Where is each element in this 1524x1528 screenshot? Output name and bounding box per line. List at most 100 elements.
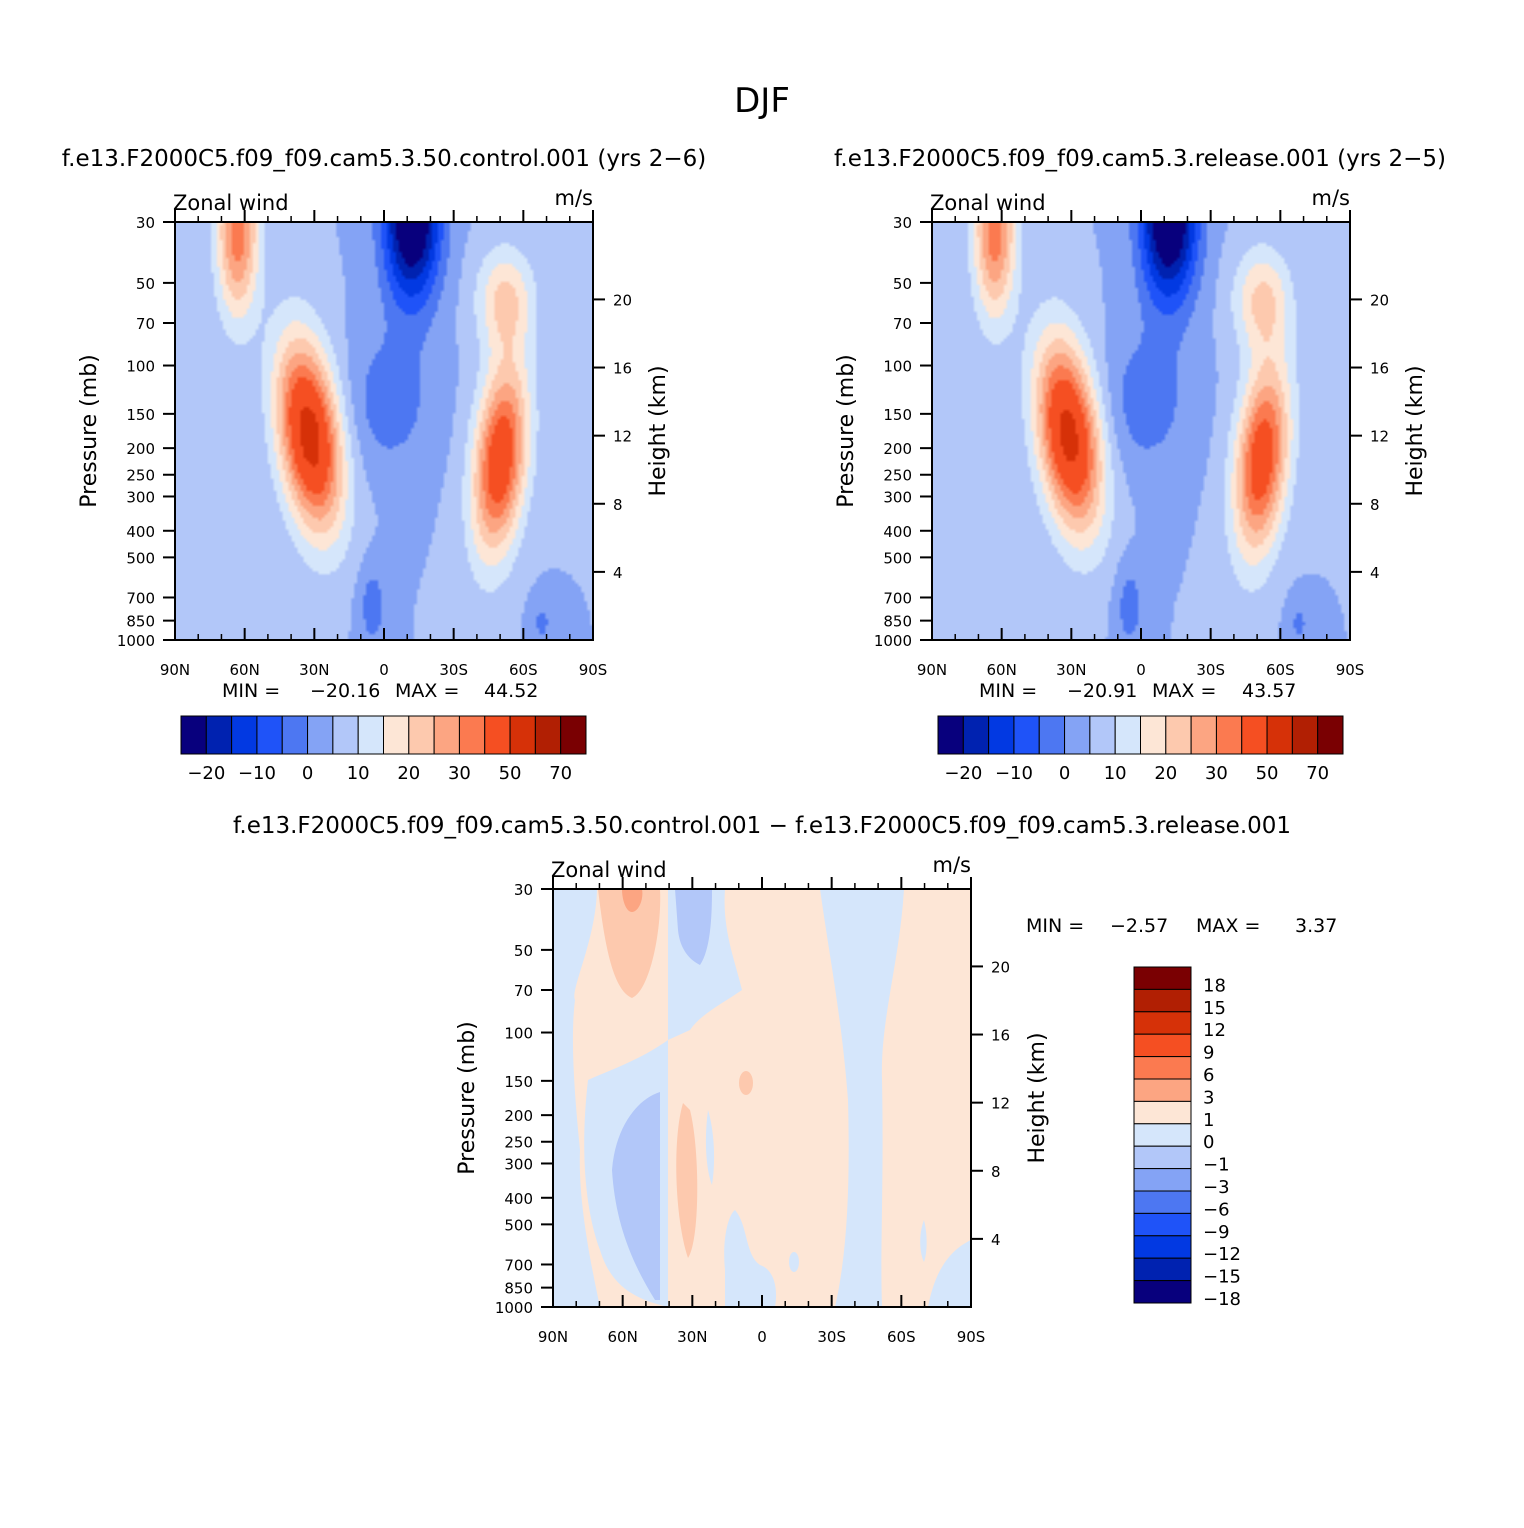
colorbar-swatch [1013,715,1040,755]
y-tick-label: 850 [126,613,155,631]
axes-difference: 90N 60N 30N 0 30S 60S 90S 30 50 70 100 150 200 250 300… [495,877,1010,1346]
colorbar-label: 10 [1104,763,1127,784]
y-tick-label: 300 [504,1155,533,1173]
y-tick-label: 50 [893,275,912,293]
colorbar-swatch [256,715,283,755]
axes-control: 90N 60N 30N 0 30S 60S 90S 30 50 70 100 150 200 250 300… [117,210,632,679]
max-label-difference: MAX = [1196,915,1260,937]
colorbar-label: 9 [1203,1043,1214,1064]
y-tick-label: 1000 [874,632,912,650]
colorbar-label: −9 [1203,1222,1230,1243]
colorbar-swatch [231,715,258,755]
diff-region-negative-streak [705,1110,715,1185]
axes-release: 90N 60N 30N 0 30S 60S 90S 30 50 70 100 150 200 250 300… [874,210,1389,679]
y-tick-label: 200 [504,1107,533,1125]
y-tick-label: 850 [883,613,912,631]
colorbar-swatch [1241,715,1268,755]
x-tick-label: 0 [757,1328,767,1346]
colorbar-swatch [560,715,587,755]
contour-field-release [932,222,1350,640]
colorbar-label: 50 [1256,763,1279,784]
x-tick-label: 90N [538,1328,568,1346]
y-tick-label: 400 [883,523,912,541]
diff-region-negative-south-pole [928,1240,971,1307]
min-value-release: −20.91 [1067,680,1137,702]
colorbar-swatch [1140,715,1167,755]
colorbar-swatch [509,715,536,755]
y-tick-label: 1000 [495,1299,533,1317]
y2-tick-label: 12 [991,1095,1010,1113]
colorbar-swatch [180,715,207,755]
colorbar-label: 20 [397,763,420,784]
y2-tick-label: 8 [613,496,623,514]
units-label-control: m/s [555,186,593,210]
y2-tick-label: 8 [1370,496,1380,514]
y2-axis-title-control: Height (km) [646,365,671,496]
y-tick-label: 300 [126,488,155,506]
y2-tick-label: 20 [1370,291,1389,309]
x-tick-label: 90N [917,661,947,679]
x-tick-label: 90S [1336,661,1365,679]
colorbar-label: −12 [1203,1244,1241,1265]
colorbar-label: 10 [347,763,370,784]
colorbar-swatch [1133,1235,1192,1259]
max-value-difference: 3.37 [1295,915,1337,937]
colorbar-swatch [1133,1033,1192,1058]
diff-region-negative-spot [789,1252,799,1272]
colorbar-swatch [357,715,384,755]
y-tick-label: 250 [883,467,912,485]
colorbar-swatch [1190,715,1217,755]
x-tick-label: 30S [1196,661,1225,679]
y-tick-label: 100 [504,1025,533,1043]
panel-difference: 90N 60N 30N 0 30S 60S 90S305070100150200250300… [455,853,1337,1346]
y-tick-label: 100 [126,358,155,376]
x-tick-label: 30N [677,1328,707,1346]
panel-title-release: f.e13.F2000C5.f09_f09.cam5.3.release.001… [834,146,1446,172]
y-tick-label: 70 [893,315,912,333]
y-tick-label: 200 [883,440,912,458]
colorbar-label: 0 [1203,1132,1214,1153]
y-tick-label: 250 [126,467,155,485]
colorbar-label: 30 [1205,763,1228,784]
colorbar-label: 70 [549,763,572,784]
diff-region-negative-jet-north [612,1092,660,1300]
figure-title: DJF [734,81,790,121]
colorbar-swatch [1133,1100,1192,1125]
y2-axis-title-difference: Height (km) [1025,1032,1050,1163]
diff-region-positive-upper-north [598,889,661,998]
colorbar-swatch [988,715,1015,755]
y-tick-label: 500 [883,549,912,567]
colorbar-swatch [534,715,562,755]
max-label-release: MAX = [1152,680,1216,702]
y2-tick-label: 12 [613,428,632,446]
colorbar-swatch [433,715,460,755]
colorbar-label: 70 [1306,763,1329,784]
y-tick-label: 250 [504,1134,533,1152]
panel-control: 90N 60N 30N 0 30S 60S 90S305070100150200250300… [77,186,671,784]
panel-release: 90N 60N 30N 0 30S 60S 90S305070100150200250300… [834,186,1428,784]
colorbar-label: 6 [1203,1065,1214,1086]
min-label-control: MIN = [222,680,280,702]
colorbar-swatch [1266,715,1293,755]
y-axis-title-control: Pressure (mb) [77,354,102,508]
colorbar-label: 20 [1154,763,1177,784]
y-tick-label: 150 [504,1073,533,1091]
colorbar-label: −3 [1203,1177,1230,1198]
colorbar-control: −20 −10 0 10 20 30 50 70 [180,715,587,784]
x-tick-label: 60N [987,661,1017,679]
x-tick-label: 60S [509,661,538,679]
colorbar-swatch [1133,1280,1192,1304]
colorbar-swatch [484,715,511,755]
y-tick-label: 30 [893,214,912,232]
y2-tick-label: 20 [613,291,632,309]
colorbar-release: −20 −10 0 10 20 30 50 70 [937,715,1344,784]
min-value-control: −20.16 [310,680,380,702]
max-value-release: 43.57 [1242,680,1296,702]
y-tick-label: 500 [504,1216,533,1234]
colorbar-label: −15 [1203,1267,1241,1288]
colorbar-swatch [383,715,410,755]
y2-tick-label: 20 [991,958,1010,976]
colorbar-swatch [937,715,964,755]
colorbar-label: −10 [238,763,276,784]
